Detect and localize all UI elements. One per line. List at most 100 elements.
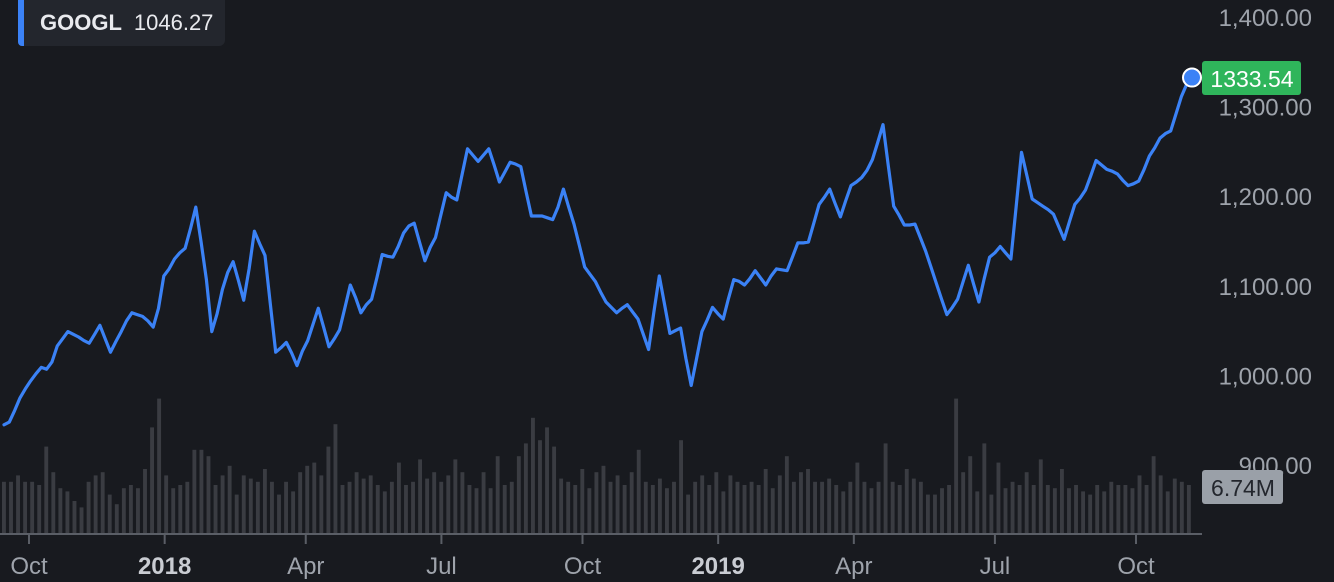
volume-bar (622, 485, 627, 533)
price-line (2, 75, 1194, 427)
volume-bar (975, 491, 980, 533)
volume-bar (643, 481, 648, 533)
volume-bar (982, 443, 987, 533)
volume-bar (679, 440, 683, 533)
y-tick-label: 1,100.00 (1219, 274, 1312, 301)
volume-bar (1045, 485, 1050, 533)
volume-bar (848, 481, 853, 533)
volume-bar (721, 491, 726, 533)
volume-bar (164, 475, 169, 533)
volume-bar (841, 491, 846, 533)
volume-bar (234, 494, 239, 533)
volume-bar (756, 485, 761, 533)
volume-bar (432, 472, 437, 533)
volume-bar (446, 475, 451, 533)
volume-bar (312, 462, 317, 533)
volume-bar (347, 481, 352, 533)
volume-bar (326, 446, 331, 533)
volume-bar (79, 507, 84, 533)
y-tick-label: 1,300.00 (1219, 95, 1312, 122)
volume-bar (714, 472, 719, 533)
volume-bar (799, 472, 803, 533)
volume-bar (601, 465, 606, 533)
volume-bar (523, 443, 528, 533)
volume-bar (418, 459, 423, 533)
volume-bar (439, 481, 444, 533)
volume-bar (241, 475, 246, 533)
volume-bar (460, 472, 465, 533)
volume-bar (1081, 491, 1086, 533)
volume-bar (918, 481, 923, 533)
volume-bar (319, 475, 324, 533)
volume-bar (107, 494, 112, 533)
volume-bar (86, 481, 91, 533)
volume-bar (650, 485, 655, 533)
volume-bar (382, 491, 387, 533)
volume-bar (587, 488, 592, 533)
volume-bar (707, 485, 712, 533)
volume-bar (890, 481, 895, 533)
volume-bar (220, 475, 225, 533)
volume-bar (911, 478, 916, 533)
volume-bar (961, 472, 966, 533)
x-tick-label: Jul (980, 553, 1011, 580)
volume-bar (389, 481, 394, 533)
volume-bar (495, 456, 500, 533)
volume-bar (665, 488, 669, 533)
volume-bar (1130, 488, 1135, 533)
volume-bar (538, 440, 542, 533)
volume-bar (298, 472, 303, 533)
volume-bar (629, 472, 634, 533)
volume-bar (1024, 472, 1029, 533)
volume-bar (749, 481, 754, 533)
symbol-legend[interactable]: GOOGL 1046.27 (18, 0, 226, 46)
volume-bar (213, 485, 218, 533)
volume-bar (1031, 485, 1036, 533)
volume-bar (481, 472, 486, 533)
volume-bar (16, 475, 20, 533)
volume-bar (1179, 481, 1184, 533)
volume-bar (791, 481, 796, 533)
volume-bar (9, 481, 13, 533)
volume-bar (1038, 459, 1043, 533)
volume-bar (333, 424, 338, 533)
volume-bar (530, 417, 535, 533)
volume-bar (157, 398, 162, 533)
volume-bar (996, 462, 1001, 533)
volume-bar (58, 488, 63, 533)
volume-bar (1137, 475, 1142, 533)
volume-bar (855, 462, 860, 533)
volume-bar (128, 485, 133, 533)
last-price-dot[interactable] (1182, 67, 1202, 88)
volume-bar (23, 481, 28, 533)
volume-bar (947, 485, 952, 533)
volume-bar (121, 488, 126, 533)
volume-bar (657, 478, 662, 533)
volume-bar (735, 481, 740, 533)
volume-bar (72, 501, 77, 533)
volume-bar (989, 494, 994, 533)
volume-bar (615, 475, 620, 533)
x-tick-label: 2019 (691, 553, 744, 580)
volume-bar (368, 475, 373, 533)
volume-bar (354, 472, 359, 533)
volume-bar (862, 481, 867, 533)
legend-color-swatch (18, 0, 24, 46)
volume-bar (206, 456, 211, 533)
volume-bar (552, 446, 557, 533)
volume-bar (1186, 485, 1191, 533)
volume-bar (545, 427, 549, 533)
volume-bar (100, 472, 105, 533)
volume-bar (509, 481, 514, 533)
legend-symbol: GOOGL (40, 10, 122, 35)
volume-bar (1059, 469, 1064, 533)
volume-bar (1116, 485, 1121, 533)
volume-bar (1095, 485, 1100, 533)
volume-bar (1017, 485, 1022, 533)
volume-bar (784, 456, 789, 533)
volume-bar (1010, 481, 1015, 533)
volume-bar (763, 469, 768, 533)
volume-bar (404, 485, 408, 533)
volume-bar (1003, 488, 1008, 533)
